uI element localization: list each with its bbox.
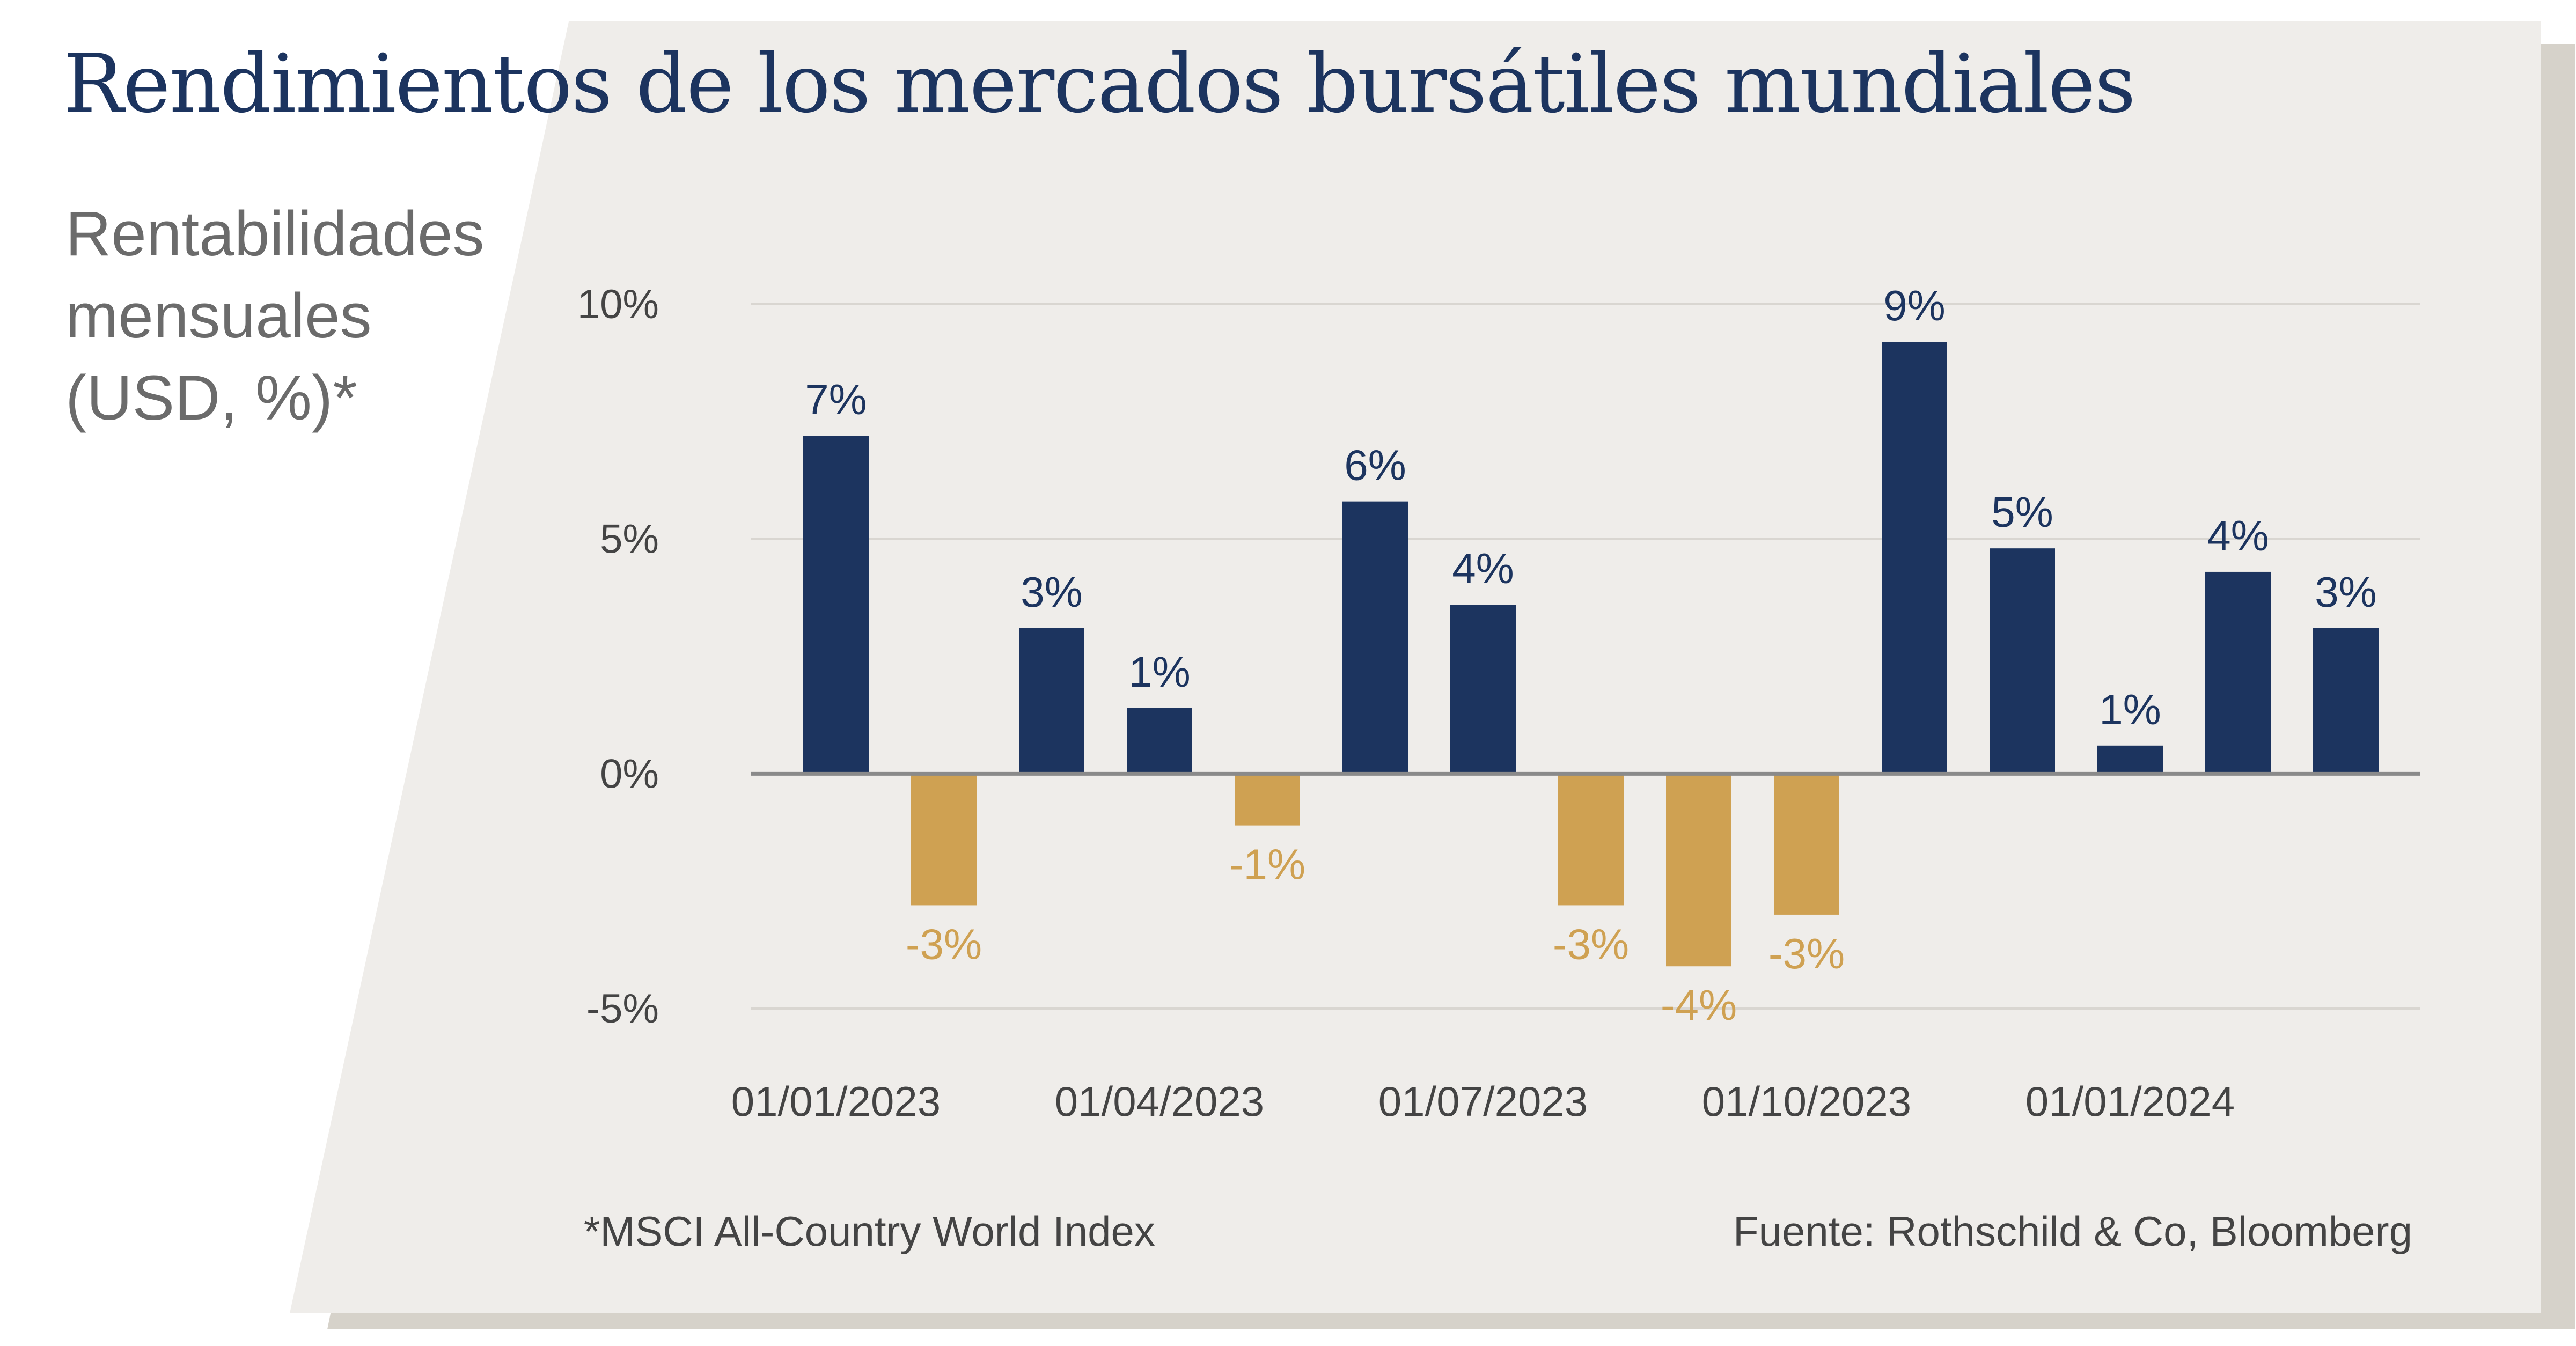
data-label: -3% [1768, 930, 1845, 977]
bar [1342, 501, 1408, 774]
data-label: 1% [2099, 686, 2161, 733]
data-label: 3% [1021, 568, 1083, 616]
bar [2097, 745, 2163, 774]
chart-subtitle: Rentabilidades mensuales (USD, %)* [65, 193, 495, 439]
y-tick-label: 0% [600, 751, 659, 797]
data-label: 7% [805, 376, 867, 423]
bar [911, 774, 977, 906]
chart-title: Rendimientos de los mercados bursátiles … [63, 38, 2136, 131]
data-label: 6% [1344, 442, 1406, 489]
data-label: 3% [2315, 568, 2377, 616]
bar [1774, 774, 1839, 915]
x-tick-label: 01/01/2024 [2025, 1078, 2235, 1125]
bar [2205, 571, 2271, 774]
bar [803, 436, 869, 774]
x-axis-ticks: 01/01/2023 01/04/2023 01/07/2023 01/10/2023… [731, 1078, 2235, 1125]
bar [1666, 774, 1731, 967]
data-label: -3% [1553, 920, 1629, 968]
bar [2313, 628, 2379, 774]
panel [290, 21, 2541, 1313]
y-tick-label: 5% [600, 517, 659, 562]
y-tick-label: -5% [586, 986, 659, 1032]
bar [1127, 708, 1192, 774]
bar [1019, 628, 1084, 774]
footnote: *MSCI All-Country World Index [584, 1208, 1155, 1255]
source-note: Fuente: Rothschild & Co, Bloomberg [1733, 1208, 2412, 1255]
subtitle-line: Rentabilidades [65, 198, 485, 269]
data-label: 4% [2207, 512, 2269, 560]
bar [1558, 774, 1624, 906]
data-label: 1% [1128, 648, 1191, 696]
subtitle-line: (USD, %)* [65, 363, 358, 433]
data-label: 4% [1452, 545, 1514, 592]
data-labels: 7% -3% 3% 1% -1% 6% 4% -3% -4% -3% 9% 5% 1% 4% 3% [805, 282, 2377, 1029]
bar [1990, 548, 2055, 774]
x-tick-label: 01/01/2023 [731, 1078, 941, 1125]
bars [803, 342, 2379, 967]
data-label: -1% [1229, 841, 1305, 888]
data-label: -4% [1661, 981, 1737, 1029]
bar [1235, 774, 1300, 826]
y-tick-label: 10% [577, 282, 659, 327]
subtitle-line: mensuales [65, 281, 372, 351]
data-label: 9% [1883, 282, 1946, 329]
bar [1450, 605, 1516, 774]
y-axis-ticks: 10% 5% 0% -5% [577, 282, 659, 1032]
x-tick-label: 01/10/2023 [1702, 1078, 1911, 1125]
data-label: -3% [906, 920, 982, 968]
x-tick-label: 01/07/2023 [1378, 1078, 1588, 1125]
x-tick-label: 01/04/2023 [1055, 1078, 1264, 1125]
data-label: 5% [1991, 488, 2053, 536]
bar [1882, 342, 1947, 774]
gridlines [751, 303, 2420, 1010]
